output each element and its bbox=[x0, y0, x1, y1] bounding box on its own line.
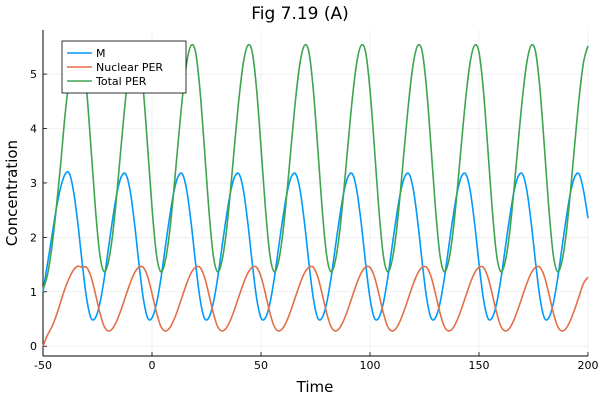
y-tick-label: 0 bbox=[30, 340, 37, 353]
chart-title: Fig 7.19 (A) bbox=[251, 4, 349, 24]
x-tick-label: 200 bbox=[578, 359, 599, 372]
legend-label: Total PER bbox=[95, 75, 147, 88]
x-tick-label: 50 bbox=[254, 359, 268, 372]
y-tick-label: 2 bbox=[30, 231, 37, 244]
axes: -50 0 50 100 150 200 0 1 2 3 4 5 bbox=[30, 30, 599, 372]
y-axis-label: Concentration bbox=[3, 140, 21, 246]
series-line-nuclear-per bbox=[42, 265, 589, 347]
y-tick-label: 4 bbox=[30, 123, 37, 136]
legend-label: M bbox=[96, 47, 106, 60]
x-tick-label: 0 bbox=[149, 359, 156, 372]
legend-label: Nuclear PER bbox=[96, 61, 163, 74]
y-tick-label: 1 bbox=[30, 286, 37, 299]
x-axis-label: Time bbox=[296, 378, 334, 396]
x-tick-label: -50 bbox=[34, 359, 52, 372]
x-tick-label: 150 bbox=[469, 359, 490, 372]
y-tick-label: 3 bbox=[30, 177, 37, 190]
y-tick-label: 5 bbox=[30, 68, 37, 81]
x-tick-label: 100 bbox=[360, 359, 381, 372]
series-line-m bbox=[42, 170, 589, 321]
